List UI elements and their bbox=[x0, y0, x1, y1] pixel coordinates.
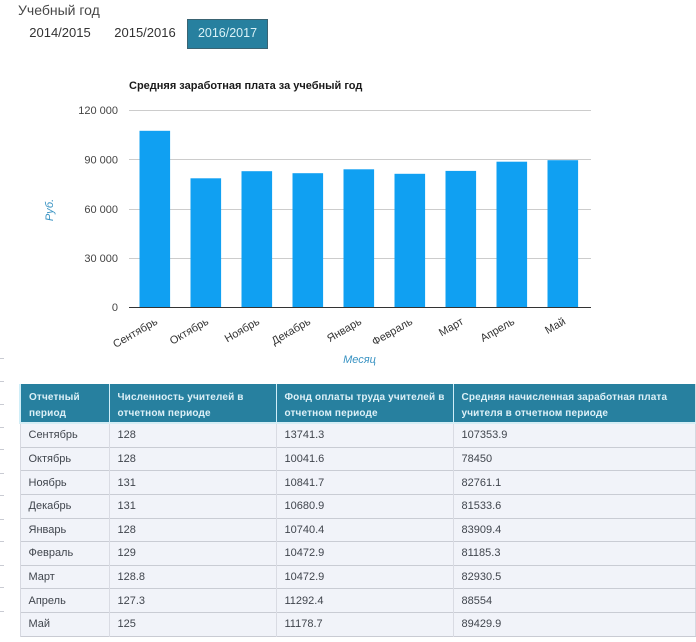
svg-text:120 000: 120 000 bbox=[78, 105, 118, 117]
svg-text:Средняя заработная плата за уч: Средняя заработная плата за учебный год bbox=[129, 80, 362, 92]
svg-text:Сентябрь: Сентябрь bbox=[111, 316, 160, 351]
svg-text:Декабрь: Декабрь bbox=[270, 316, 313, 348]
svg-text:60 000: 60 000 bbox=[84, 204, 118, 216]
svg-text:Март: Март bbox=[437, 316, 466, 340]
svg-text:Апрель: Апрель bbox=[478, 316, 517, 345]
svg-text:Месяц: Месяц bbox=[343, 354, 376, 366]
svg-text:Руб.: Руб. bbox=[44, 199, 56, 221]
svg-text:90 000: 90 000 bbox=[84, 155, 118, 167]
svg-text:Ноябрь: Ноябрь bbox=[223, 316, 262, 346]
svg-text:0: 0 bbox=[112, 302, 118, 314]
svg-text:30 000: 30 000 bbox=[84, 253, 118, 265]
svg-text:Май: Май bbox=[543, 316, 568, 337]
svg-text:Октябрь: Октябрь bbox=[168, 316, 211, 348]
svg-text:Январь: Январь bbox=[325, 316, 364, 345]
svg-text:Февраль: Февраль bbox=[370, 316, 415, 349]
